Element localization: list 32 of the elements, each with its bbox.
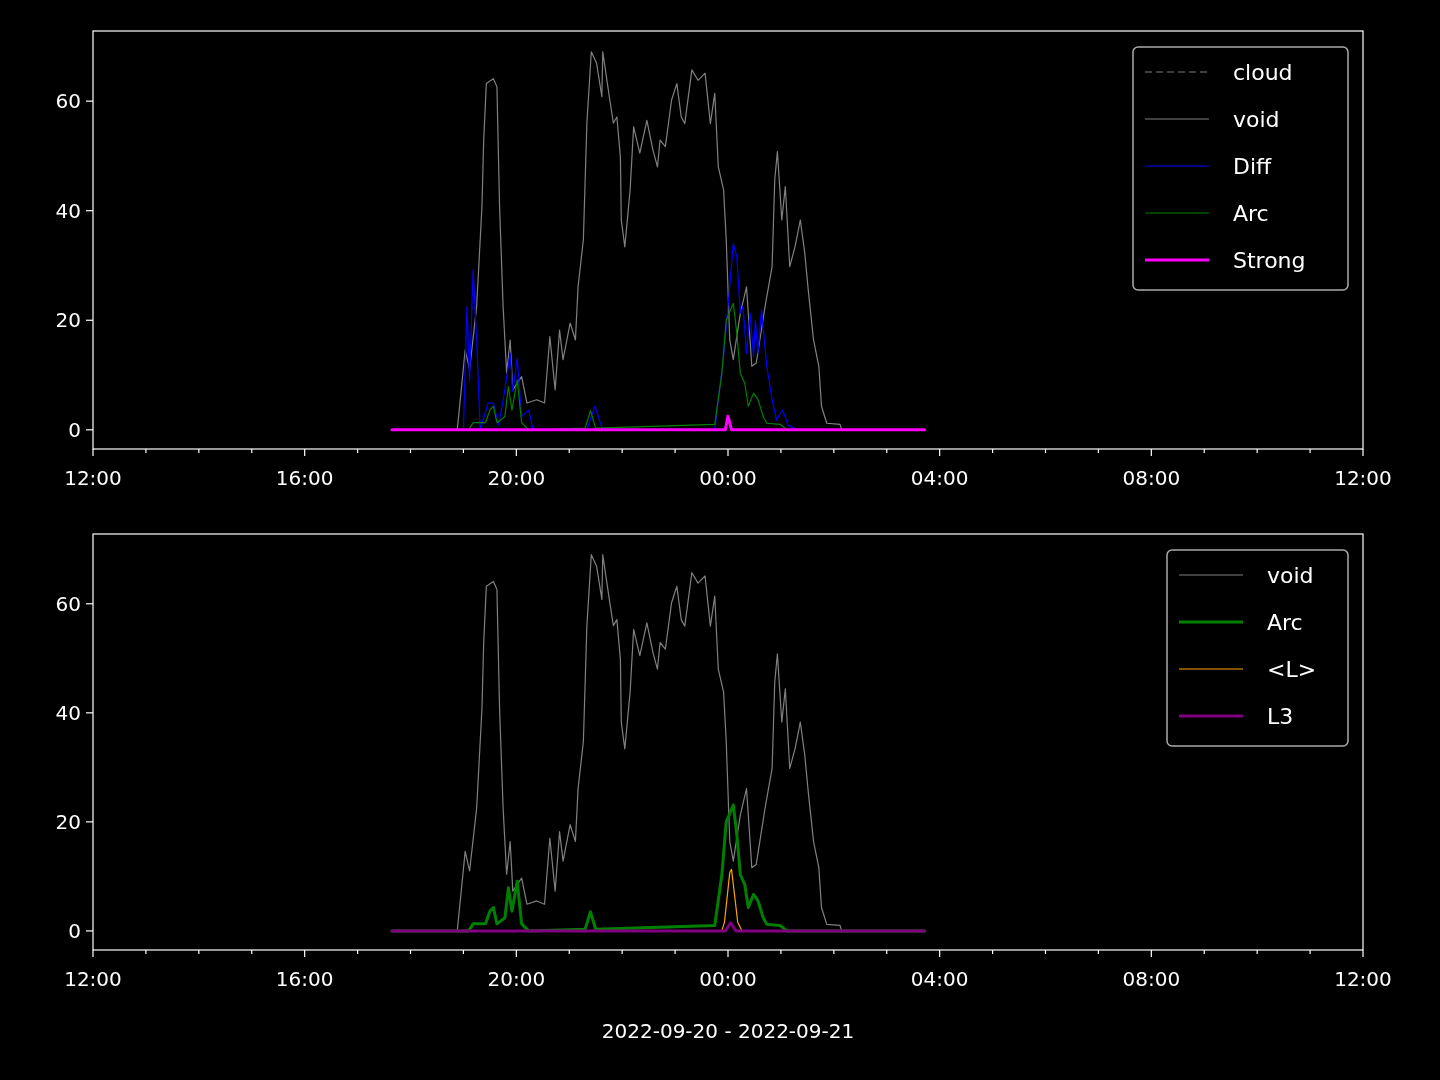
x-tick-label: 00:00	[699, 466, 757, 490]
legend-label: void	[1233, 106, 1280, 132]
legend-label: cloud	[1233, 59, 1293, 85]
x-tick-label: 12:00	[1334, 466, 1392, 490]
y-tick-label: 0	[68, 417, 81, 442]
x-tick-label: 16:00	[275, 466, 334, 490]
x-axis-title: 2022-09-20 - 2022-09-21	[601, 1019, 855, 1043]
x-tick-label: 16:00	[275, 967, 334, 991]
x-tick-label: 20:00	[487, 466, 546, 490]
legend-label: L3	[1267, 703, 1294, 729]
legend-label: void	[1267, 562, 1314, 588]
y-tick-label: 60	[55, 89, 81, 114]
y-tick-label: 40	[55, 700, 81, 725]
legend-label: <L>	[1267, 656, 1317, 682]
y-tick-label: 60	[55, 591, 81, 616]
x-tick-label: 12:00	[64, 466, 122, 490]
x-tick-label: 00:00	[699, 967, 757, 991]
x-tick-label: 04:00	[910, 466, 969, 490]
y-tick-label: 20	[55, 809, 81, 834]
y-tick-label: 20	[55, 308, 81, 333]
x-tick-label: 04:00	[910, 967, 969, 991]
x-tick-label: 20:00	[487, 967, 546, 991]
x-tick-label: 08:00	[1122, 466, 1181, 490]
y-tick-label: 0	[68, 918, 81, 943]
legend-label: Arc	[1267, 609, 1303, 635]
legend-label: Arc	[1233, 200, 1269, 226]
y-tick-label: 40	[55, 198, 81, 223]
legend-label: Strong	[1233, 247, 1306, 273]
x-tick-label: 12:00	[1334, 967, 1392, 991]
legend-label: Diff	[1233, 153, 1273, 179]
x-tick-label: 08:00	[1122, 967, 1181, 991]
x-tick-label: 12:00	[64, 967, 122, 991]
